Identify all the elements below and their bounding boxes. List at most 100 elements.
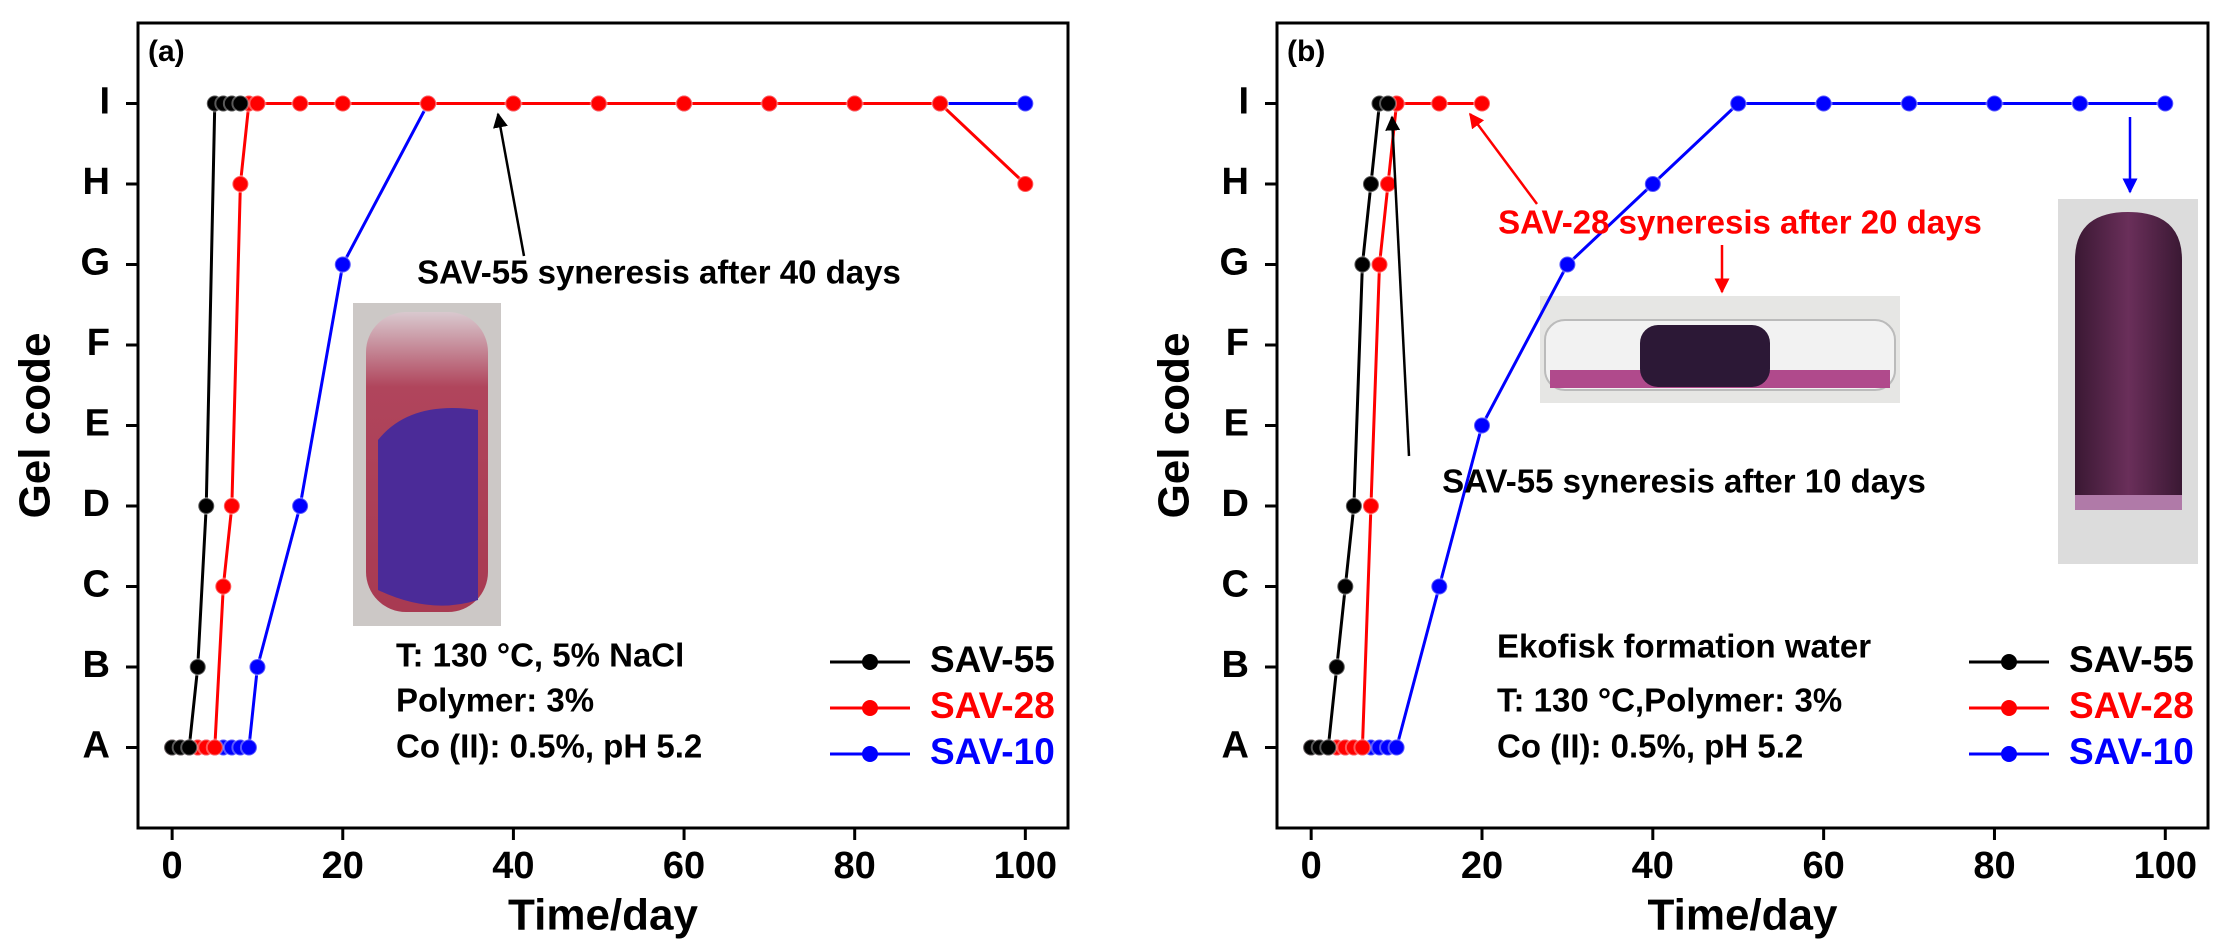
x-tick-label: 40 [492, 845, 534, 887]
marker [419, 94, 438, 113]
marker [931, 94, 950, 113]
legend-label: SAV-28 [930, 685, 1055, 726]
y-tick-label: F [1226, 322, 1249, 364]
y-tick-label: A [1222, 725, 1249, 767]
marker [1900, 94, 1919, 113]
marker [231, 94, 250, 113]
y-tick-label: C [1222, 564, 1249, 606]
photo [353, 303, 501, 626]
marker [1558, 255, 1577, 274]
marker [205, 738, 224, 757]
y-tick-label: I [1238, 81, 1249, 123]
legend-marker [2001, 746, 2017, 762]
y-tick-label: G [1219, 242, 1249, 284]
x-tick-label: 0 [1301, 845, 1322, 887]
marker [214, 577, 233, 596]
marker [1379, 175, 1398, 193]
panel-label: (b) [1287, 35, 1325, 68]
marker [1361, 175, 1380, 193]
x-tick-label: 100 [994, 845, 1057, 887]
marker [1387, 738, 1406, 757]
marker [1729, 94, 1748, 113]
y-tick-label: E [1224, 403, 1249, 445]
marker [222, 497, 241, 515]
y-tick-label: G [80, 242, 110, 284]
marker [589, 94, 608, 113]
marker [1361, 497, 1380, 515]
marker [504, 94, 523, 113]
x-axis-label: Time/day [508, 891, 698, 939]
condition-note: Co (II): 0.5%, pH 5.2 [1497, 728, 1803, 765]
legend-marker [2001, 654, 2017, 670]
x-tick-label: 60 [1803, 845, 1845, 887]
annotation-arrow [493, 112, 526, 257]
marker [333, 255, 352, 274]
marker [2070, 94, 2089, 113]
marker [1814, 94, 1833, 113]
x-tick-label: 20 [322, 845, 364, 887]
condition-note: Co (II): 0.5%, pH 5.2 [396, 728, 702, 765]
marker [1430, 577, 1449, 596]
legend-marker [862, 654, 878, 670]
marker [231, 175, 250, 193]
legend-label: SAV-10 [2069, 731, 2194, 772]
marker [248, 94, 267, 113]
series-line [172, 102, 241, 749]
marker [845, 94, 864, 113]
marker [1472, 416, 1491, 435]
y-tick-label: F [87, 322, 110, 364]
y-tick-label: I [99, 81, 110, 123]
x-tick-label: 40 [1632, 845, 1674, 887]
annotation: SAV-55 syneresis after 10 days [1442, 463, 1926, 500]
marker [291, 497, 310, 515]
legend-label: SAV-28 [2069, 685, 2194, 726]
legend-marker [862, 700, 878, 716]
y-tick-label: H [1222, 161, 1249, 203]
x-tick-label: 20 [1461, 845, 1503, 887]
marker [1336, 577, 1355, 596]
legend-marker [2001, 700, 2017, 716]
marker [1472, 94, 1491, 113]
y-axis-label: Gel code [11, 333, 60, 519]
legend-marker [862, 746, 878, 762]
marker [1353, 738, 1372, 757]
marker [1319, 738, 1338, 757]
y-tick-label: B [83, 644, 110, 686]
x-tick-label: 80 [834, 845, 876, 887]
photo [1540, 296, 1900, 403]
marker [248, 658, 267, 676]
x-tick-label: 60 [663, 845, 705, 887]
marker [1353, 255, 1372, 274]
marker [1379, 94, 1398, 113]
marker [1327, 658, 1346, 676]
y-tick-label: A [83, 725, 110, 767]
y-tick-label: B [1222, 644, 1249, 686]
marker [2156, 94, 2175, 113]
y-tick-label: H [83, 161, 110, 203]
marker [180, 738, 199, 757]
marker [1370, 255, 1389, 274]
y-tick-label: C [83, 564, 110, 606]
marker [1016, 175, 1035, 193]
marker [760, 94, 779, 113]
marker [239, 738, 258, 757]
y-tick-label: D [1222, 483, 1249, 525]
annotation-arrow [1385, 115, 1411, 457]
plot-frame [136, 21, 1070, 830]
marker [1016, 94, 1035, 113]
x-tick-label: 0 [162, 845, 183, 887]
legend-label: SAV-55 [930, 639, 1055, 680]
y-tick-label: E [85, 403, 110, 445]
marker [1985, 94, 2004, 113]
x-axis-label: Time/day [1648, 891, 1838, 939]
annotation: SAV-55 syneresis after 40 days [417, 254, 901, 291]
marker [197, 497, 216, 515]
marker [1430, 94, 1449, 113]
marker [675, 94, 694, 113]
marker [333, 94, 352, 113]
legend-label: SAV-10 [930, 731, 1055, 772]
marker [1344, 497, 1363, 515]
photo [2058, 199, 2198, 564]
condition-note: Ekofisk formation water [1497, 628, 1871, 665]
